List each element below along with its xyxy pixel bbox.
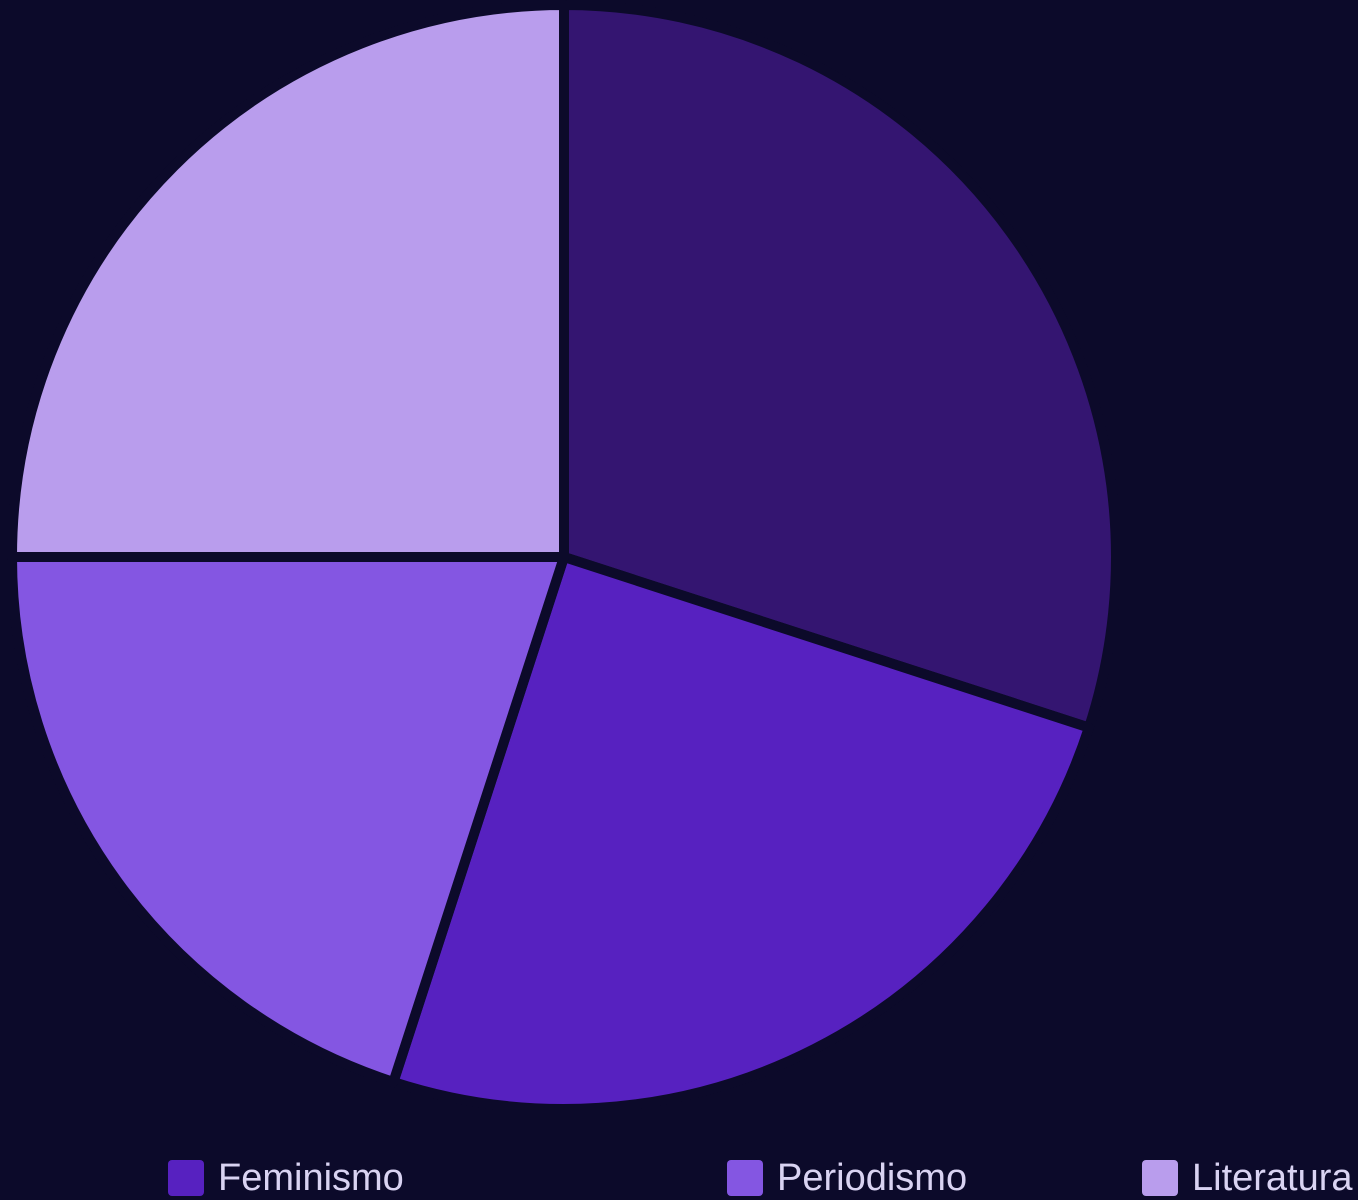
legend-swatch-periodismo (727, 1160, 763, 1196)
legend-label-periodismo: Periodismo (777, 1157, 968, 1199)
pie-slice-literatura[interactable] (7, 0, 569, 562)
legend-item-periodismo[interactable]: Periodismo (727, 1158, 967, 1198)
legend-label-literatura: Literatura (1192, 1157, 1353, 1199)
legend-swatch-literatura (1142, 1160, 1178, 1196)
pie-slice-slice-1[interactable] (559, 0, 1121, 733)
pie-slice-periodismo[interactable] (7, 552, 569, 1087)
chart-legend: Feminismo Periodismo Literatura (0, 1152, 1358, 1200)
legend-item-feminismo[interactable]: Feminismo (168, 1158, 404, 1198)
legend-item-literatura[interactable]: Literatura (1142, 1158, 1353, 1198)
legend-label-feminismo: Feminismo (218, 1157, 404, 1199)
pie-slice-feminismo[interactable] (388, 552, 1094, 1114)
pie-slices (7, 0, 1121, 1114)
legend-swatch-feminismo (168, 1160, 204, 1196)
